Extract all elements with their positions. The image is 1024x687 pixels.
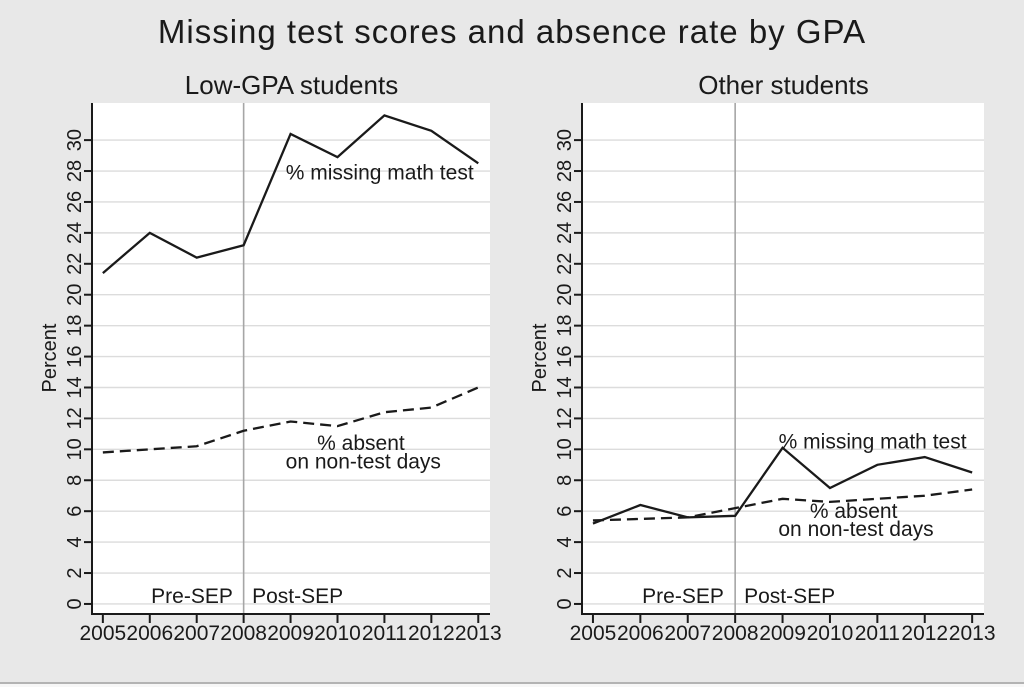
x-tick-label: 2008 bbox=[712, 622, 759, 645]
y-tick-label: 14 bbox=[554, 376, 576, 398]
y-tick-label: 2 bbox=[64, 567, 86, 578]
x-tick-label: 2013 bbox=[949, 622, 996, 645]
annotation: Post-SEP bbox=[252, 585, 343, 608]
x-tick-label: 2010 bbox=[314, 622, 361, 645]
x-tick-label: 2009 bbox=[267, 622, 314, 645]
x-tick-label: 2012 bbox=[901, 622, 948, 645]
y-tick-label: 28 bbox=[64, 160, 86, 182]
annotation: Post-SEP bbox=[744, 585, 835, 608]
y-tick-label: 4 bbox=[554, 537, 576, 548]
y-tick-label: 30 bbox=[554, 129, 576, 151]
x-tick-label: 2007 bbox=[664, 622, 711, 645]
y-tick-label: 10 bbox=[554, 438, 576, 460]
x-tick-label: 2006 bbox=[126, 622, 173, 645]
y-tick-label: 18 bbox=[554, 315, 576, 337]
plot-area bbox=[583, 103, 984, 614]
y-tick-label: 4 bbox=[64, 537, 86, 548]
y-tick-label: 0 bbox=[554, 598, 576, 609]
annotation: % absent bbox=[810, 500, 898, 523]
x-tick-label: 2011 bbox=[362, 622, 407, 645]
y-tick-label: 2 bbox=[554, 567, 576, 578]
x-tick-label: 2013 bbox=[455, 622, 502, 645]
figure-bottom-edge bbox=[0, 682, 1024, 687]
panel-title-other: Other students bbox=[698, 70, 869, 100]
y-tick-label: 0 bbox=[64, 598, 86, 609]
y-tick-label: 14 bbox=[64, 376, 86, 398]
x-tick-label: 2005 bbox=[570, 622, 617, 645]
y-tick-label: 20 bbox=[64, 284, 86, 306]
x-tick-label: 2012 bbox=[408, 622, 455, 645]
x-tick-label: 2008 bbox=[220, 622, 267, 645]
series-line-solid bbox=[102, 114, 479, 274]
series-line-dashed bbox=[102, 386, 479, 454]
annotation: Pre-SEP bbox=[642, 585, 724, 608]
y-tick-label: 8 bbox=[64, 475, 86, 486]
annotation: on non-test days bbox=[778, 518, 933, 541]
annotation: % missing math test bbox=[286, 162, 474, 185]
annotation: % missing math test bbox=[779, 431, 967, 454]
y-tick-label: 28 bbox=[554, 160, 576, 182]
y-tick-label: 12 bbox=[64, 407, 86, 429]
y-tick-label: 8 bbox=[554, 475, 576, 486]
plot-area bbox=[93, 103, 490, 614]
x-tick-label: 2005 bbox=[79, 622, 126, 645]
y-tick-label: 10 bbox=[64, 438, 86, 460]
y-tick-label: 22 bbox=[64, 253, 86, 275]
x-tick-label: 2007 bbox=[173, 622, 220, 645]
series-line-solid bbox=[592, 446, 973, 525]
y-tick-label: 6 bbox=[554, 506, 576, 517]
y-tick-label: 24 bbox=[554, 222, 576, 244]
y-tick-label: 12 bbox=[554, 407, 576, 429]
annotation: Pre-SEP bbox=[151, 585, 233, 608]
x-tick-label: 2006 bbox=[617, 622, 664, 645]
x-tick-label: 2009 bbox=[759, 622, 806, 645]
y-tick-label: 22 bbox=[554, 253, 576, 275]
y-tick-label: 26 bbox=[554, 191, 576, 213]
y-tick-label: 16 bbox=[554, 345, 576, 367]
panel-title-low-gpa: Low-GPA students bbox=[184, 70, 399, 100]
x-tick-label: 2010 bbox=[807, 622, 854, 645]
annotation: % absent bbox=[317, 432, 405, 455]
y-tick-label: 20 bbox=[554, 284, 576, 306]
y-tick-label: 18 bbox=[64, 315, 86, 337]
y-tick-label: 24 bbox=[64, 222, 86, 244]
annotation: on non-test days bbox=[286, 451, 441, 474]
figure-title: Missing test scores and absence rate by … bbox=[157, 13, 867, 50]
y-tick-label: 6 bbox=[64, 506, 86, 517]
series-line-dashed bbox=[592, 488, 973, 522]
y-tick-label: 16 bbox=[64, 345, 86, 367]
y-tick-label: 26 bbox=[64, 191, 86, 213]
y-tick-label: 30 bbox=[64, 129, 86, 151]
x-tick-label: 2011 bbox=[855, 622, 900, 645]
